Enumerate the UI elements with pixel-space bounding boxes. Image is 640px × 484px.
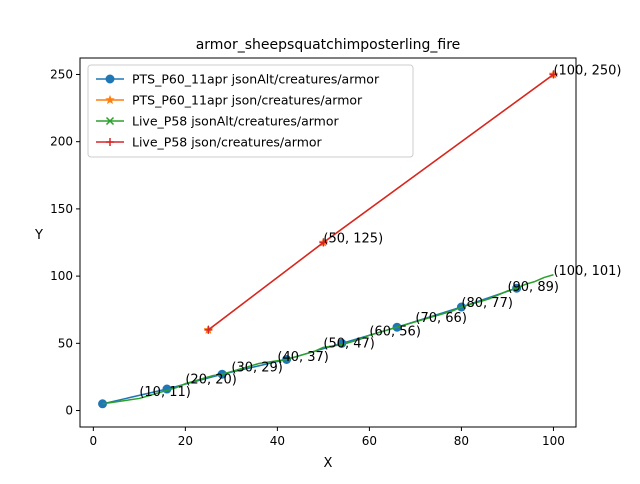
legend-item: Live_P58 jsonAlt/creatures/armor (96, 114, 339, 129)
series-layer (98, 69, 559, 409)
legend-marker (105, 74, 115, 84)
series-line (102, 274, 554, 405)
data-label: (80, 77) (461, 296, 513, 311)
data-label: (100, 101) (553, 264, 621, 279)
chart-title: armor_sheepsquatchimposterling_fire (196, 37, 461, 53)
data-label: (50, 125) (323, 232, 383, 247)
series-3-live-p58-jsonalt-creatures-armor (102, 274, 554, 405)
data-label: (50, 47) (323, 336, 375, 351)
axes-layer: 0 20 40 60 80 100 0 50 100 150 200 250 (50, 57, 577, 448)
y-tick-label: 100 (50, 269, 73, 283)
legend-marker (106, 138, 114, 146)
data-label: (100, 250) (553, 63, 621, 78)
plot-frame (79, 57, 577, 428)
y-tick-label: 200 (50, 135, 73, 149)
data-label: (10, 11) (139, 385, 191, 400)
y-tick-label: 250 (50, 67, 73, 81)
x-axis-label: X (324, 456, 333, 471)
legend-label: Live_P58 json/creatures/armor (132, 135, 323, 150)
x-tick-label: 100 (542, 434, 565, 448)
data-label: (70, 66) (415, 311, 467, 326)
legend-item: PTS_P60_11apr jsonAlt/creatures/armor (96, 72, 380, 87)
data-point (319, 238, 328, 247)
legend-label: PTS_P60_11apr json/creatures/armor (132, 93, 363, 108)
x-tick-label: 40 (270, 434, 285, 448)
data-label: (90, 89) (507, 280, 559, 295)
legend-marker (105, 94, 115, 105)
y-axis-label: Y (34, 228, 43, 243)
x-tick-label: 0 (90, 434, 98, 448)
y-tick-label: 0 (65, 404, 73, 418)
data-label: (20, 20) (185, 373, 237, 388)
legend-label: Live_P58 jsonAlt/creatures/armor (132, 114, 339, 129)
x-tick-label: 20 (178, 434, 193, 448)
data-point (204, 325, 213, 334)
y-tick-label: 150 (50, 202, 73, 216)
data-label: (60, 56) (369, 324, 421, 339)
legend-box (87, 64, 414, 158)
legend-item: Live_P58 json/creatures/armor (96, 135, 323, 150)
data-label: (30, 29) (231, 361, 283, 376)
legend: PTS_P60_11apr jsonAlt/creatures/armor PTS… (87, 64, 414, 158)
annotation-layer: (10, 11)(20, 20)(30, 29)(40, 37)(50, 47)… (139, 63, 621, 399)
x-tick-label: 60 (362, 434, 377, 448)
y-tick-label: 50 (58, 336, 73, 350)
data-point (549, 70, 558, 79)
series-4-live-p58-json-creatures-armor (204, 70, 558, 334)
legend-marker (105, 116, 115, 126)
x-tick-label: 80 (454, 434, 469, 448)
data-label: (40, 37) (277, 350, 329, 365)
legend-item: PTS_P60_11apr json/creatures/armor (96, 93, 363, 108)
legend-label: PTS_P60_11apr jsonAlt/creatures/armor (132, 72, 380, 87)
